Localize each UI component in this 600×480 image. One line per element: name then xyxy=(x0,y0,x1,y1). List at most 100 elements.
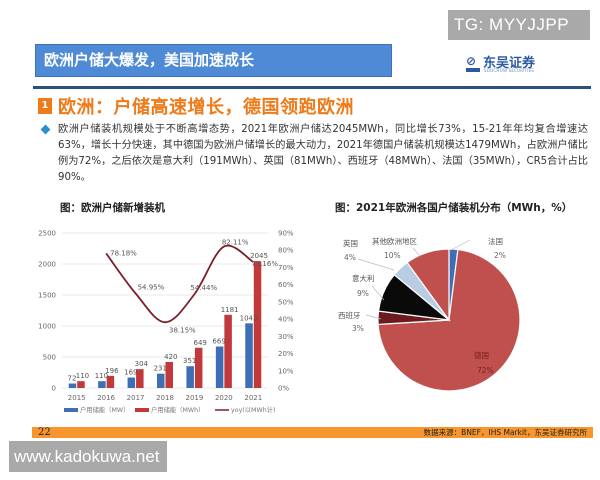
pie-value: 9% xyxy=(357,289,369,298)
y-right-tick: 70% xyxy=(278,264,294,272)
logo-mark-icon: ⊘ xyxy=(466,54,477,68)
pie-value: 10% xyxy=(384,251,401,260)
legend-swatch xyxy=(64,408,78,412)
bar-mwh-label: 420 xyxy=(164,353,177,361)
pie-value: 3% xyxy=(352,324,364,333)
pie-label: 其他欧洲地区 xyxy=(372,236,417,246)
slide-title: 欧洲户储大爆发，美国加速成长 xyxy=(44,51,255,69)
bar-mwh-label: 2045 xyxy=(250,252,268,260)
x-tick: 2021 xyxy=(244,394,262,402)
section-number-badge: 1 xyxy=(38,98,52,114)
logo-name: 东吴证券 xyxy=(483,56,536,71)
pie-leader-line xyxy=(365,314,382,320)
bullet-paragraph: 欧洲户储装机规模处于不断高增态势，2021年欧洲户储达2045MWh，同比增长7… xyxy=(38,122,588,186)
bar-mwh-label: 110 xyxy=(76,372,89,380)
yoy-label: 82.11% xyxy=(222,239,249,247)
pie-label: 英国 xyxy=(343,238,358,248)
bar-mwh-label: 196 xyxy=(105,367,119,375)
x-tick: 2018 xyxy=(156,394,174,402)
bar-mw xyxy=(127,377,136,388)
yoy-line xyxy=(105,244,254,324)
x-tick: 2016 xyxy=(97,394,115,402)
bar-mwh xyxy=(253,261,262,388)
diamond-bullet-icon xyxy=(40,124,51,135)
section-heading-text: 欧洲：户储高速增长，德国领跑欧洲 xyxy=(58,97,354,118)
pie-slice xyxy=(406,248,450,322)
company-logo: ⊘ 东吴证券 SOOCHOW SECURITIES xyxy=(466,54,576,74)
pie-slice xyxy=(393,261,450,321)
bar-mw-label: 169 xyxy=(124,369,137,377)
pie-slice xyxy=(448,248,459,321)
pie-leader-line xyxy=(450,239,471,251)
pie-chart-title: 图：2021年欧洲各国户储装机分布（MWh，%） xyxy=(335,202,573,214)
y-right-tick: 0% xyxy=(278,385,289,393)
logo-sub-mark-icon xyxy=(466,68,480,72)
pie-label: 西班牙 xyxy=(338,310,361,320)
pie-value: 2% xyxy=(494,251,506,260)
bullet-text: 欧洲户储装机规模处于不断高增态势，2021年欧洲户储达2045MWh，同比增长7… xyxy=(58,124,588,183)
pie-value: 4% xyxy=(344,253,356,262)
y-right-tick: 20% xyxy=(278,350,294,358)
bar-mwh xyxy=(194,347,203,388)
bar-mw-label: 231 xyxy=(154,365,167,373)
slide-title-bar: 欧洲户储大爆发，美国加速成长 xyxy=(35,44,392,77)
header-divider xyxy=(33,86,591,89)
pie-slice xyxy=(377,310,450,326)
bar-mw xyxy=(98,381,106,388)
x-tick: 2020 xyxy=(215,394,233,402)
pie-label: 意大利 xyxy=(352,273,375,283)
bar-mwh xyxy=(136,369,144,388)
y-right-tick: 60% xyxy=(278,281,294,289)
bar-mw-label: 669 xyxy=(212,338,225,346)
watermark-top: TG: MYYJJPP xyxy=(448,10,590,40)
bar-mw xyxy=(68,383,77,388)
y-left-tick: 1000 xyxy=(38,323,56,331)
legend-label: yoy(以MWh计) xyxy=(231,405,275,414)
yoy-label: 78.18% xyxy=(110,249,137,257)
pie-slice xyxy=(377,273,451,321)
bar-mwh-label: 1181 xyxy=(221,306,239,314)
bar-mw xyxy=(215,346,224,388)
y-left-tick: 2000 xyxy=(38,261,56,269)
yoy-label: 54.95% xyxy=(138,283,165,291)
y-left-tick: 500 xyxy=(43,354,56,362)
y-left-tick: 1500 xyxy=(38,292,56,300)
y-right-tick: 90% xyxy=(278,230,294,238)
legend-swatch xyxy=(135,408,149,412)
y-right-tick: 50% xyxy=(278,298,294,306)
pie-leader-line xyxy=(357,258,395,271)
yoy-label: 38.15% xyxy=(169,326,196,334)
bar-mwh xyxy=(77,381,85,388)
y-right-tick: 80% xyxy=(278,247,294,255)
pie-leader-line xyxy=(371,285,385,301)
x-tick: 2019 xyxy=(186,394,204,402)
y-right-tick: 30% xyxy=(278,333,294,341)
y-right-tick: 10% xyxy=(278,367,294,375)
bar-mw-label: 110 xyxy=(95,372,108,380)
bar-chart-title: 图：欧洲户储新增装机 xyxy=(60,202,165,214)
bar-mw-label: 72 xyxy=(68,375,77,383)
bar-mwh xyxy=(224,314,232,388)
pie-label: 法国 xyxy=(488,236,503,246)
bar-mwh xyxy=(106,375,115,388)
pie-label: 德国 xyxy=(474,350,489,360)
page-number: 22 xyxy=(38,427,51,438)
section-heading: 1 欧洲：户储高速增长，德国领跑欧洲 xyxy=(38,94,354,118)
logo-subtitle: SOOCHOW SECURITIES xyxy=(484,68,535,73)
watermark-bottom: www.kadokuwa.net xyxy=(9,441,167,472)
y-left-tick: 0 xyxy=(52,385,56,393)
legend-label: 户用储能（MW） xyxy=(80,405,129,414)
pie-leader-line xyxy=(412,247,421,257)
watermark-bottom-text: www.kadokuwa.net xyxy=(14,447,160,466)
bar-mw xyxy=(186,366,194,388)
y-right-tick: 40% xyxy=(278,316,294,324)
bar-mw-label: 1043 xyxy=(240,314,258,322)
yoy-label: 73.16% xyxy=(251,260,278,268)
bar-mwh-label: 304 xyxy=(135,360,149,368)
y-left-tick: 2500 xyxy=(38,230,56,238)
bar-mwh-label: 649 xyxy=(193,339,206,347)
bar-mwh xyxy=(165,361,173,388)
x-tick: 2015 xyxy=(68,394,86,402)
yoy-label: 54.44% xyxy=(190,284,217,292)
legend-label: 户用储能（MWh） xyxy=(151,405,204,414)
